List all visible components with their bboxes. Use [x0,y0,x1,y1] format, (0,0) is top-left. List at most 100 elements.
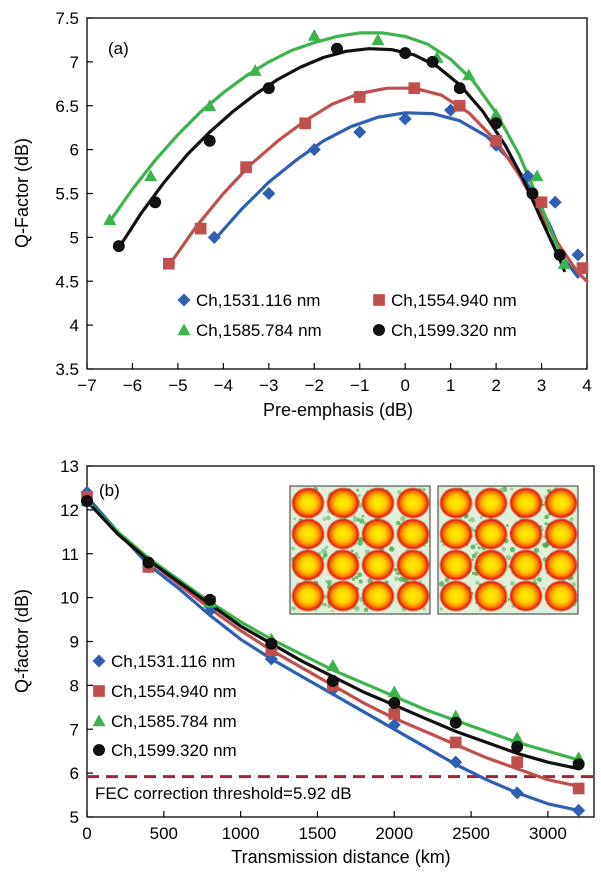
chart-b: FEC correction threshold=5.92 dB 0 500 100… [12,457,594,867]
x-tick-label: −3 [259,376,278,395]
chart-a-legend-item-2: Ch,1554.940 nm [373,291,517,310]
y-tick-label: 4 [70,316,79,335]
series-4-point [327,675,338,686]
series-2-point [490,135,502,147]
series-4-point [204,135,215,146]
x-tick-label: −4 [214,376,233,395]
constellation-point [326,518,360,550]
series-2-point [511,756,523,768]
x-tick-label: 1000 [222,824,260,843]
y-tick-label: 6 [70,764,79,783]
constellation-point [544,549,578,581]
y-tick-label: 3.5 [55,360,79,379]
chart-b-panel-label: (b) [99,481,120,500]
chart-a-y-axis-label: Q-Factor (dB) [12,138,32,248]
constellation-point [544,518,578,550]
series-2-point [388,708,400,720]
chart-a-plot-area [87,18,587,369]
constellation-point [509,487,543,519]
y-tick-label: 6.5 [55,97,79,116]
x-tick-label: 3 [537,376,546,395]
chart-a-legend-label-4: Ch,1599.320 nm [391,321,517,340]
constellation-point [361,518,395,550]
series-4-point [143,557,154,568]
constellation-point [396,580,430,612]
y-tick-label: 4.5 [55,272,79,291]
x-tick-label: 1500 [299,824,337,843]
constellation-point [326,487,360,519]
series-4-point [427,56,438,67]
y-tick-label: 8 [70,676,79,695]
series-4-point [573,759,584,770]
constellation-point [326,580,360,612]
series-4-point [263,83,274,94]
constellation-point [326,549,360,581]
x-tick-label: 2 [491,376,500,395]
constellation-point [474,518,508,550]
series-2-point [536,196,548,208]
constellation-point [509,518,543,550]
series-4-point [113,241,124,252]
series-4-point [389,697,400,708]
chart-b-legend-item-4: Ch,1599.320 nm [93,741,236,760]
y-tick-label: 5 [70,228,79,247]
series-2-point [163,258,175,270]
series-4-point [81,496,92,507]
chart-b-legend-item-2: Ch,1554.940 nm [93,682,237,701]
legend-marker-4 [373,324,384,335]
constellation-point [361,487,395,519]
y-tick-label: 6 [70,141,79,160]
chart-a-panel-label: (a) [108,39,129,58]
constellation-point [361,580,395,612]
y-tick-label: 5.5 [55,185,79,204]
y-tick-label: 9 [70,633,79,652]
x-tick-label: 4 [582,376,591,395]
fec-threshold-label: FEC correction threshold=5.92 dB [95,784,352,803]
y-tick-label: 7 [70,53,79,72]
constellation-point [291,518,325,550]
series-2-point [195,223,207,235]
chart-b-legend-item-3: Ch,1585.784 nm [93,712,237,731]
constellation-point [474,549,508,581]
constellation-point [509,549,543,581]
series-4-point [454,83,465,94]
chart-b-x-axis-label: Transmission distance (km) [231,847,450,867]
chart-b-legend-label-4: Ch,1599.320 nm [111,741,237,760]
chart-a-legend-label-3: Ch,1585.784 nm [196,321,322,340]
x-tick-label: −6 [123,376,142,395]
x-tick-label: 0 [400,376,409,395]
chart-a-legend-label-2: Ch,1554.940 nm [391,291,517,310]
series-4-point [491,118,502,129]
series-2-point [577,262,589,274]
x-tick-label: −7 [77,376,96,395]
series-2-point [354,91,366,103]
x-tick-label: 2000 [375,824,413,843]
constellation-point [396,549,430,581]
x-tick-label: 0 [82,824,91,843]
series-4-point [512,741,523,752]
series-4-point [331,43,342,54]
chart-b-legend-label-3: Ch,1585.784 nm [111,712,237,731]
chart-a-legend-item-1: Ch,1531.116 nm [178,291,321,310]
constellation-point [439,518,473,550]
x-tick-label: 3000 [529,824,567,843]
constellation-point [439,549,473,581]
series-4-point [204,594,215,605]
constellation-point [439,487,473,519]
legend-marker-2 [373,294,385,306]
x-tick-label: 1 [446,376,455,395]
series-2-point [240,161,252,173]
series-2-point [454,100,466,112]
chart-a-legend-label-1: Ch,1531.116 nm [196,291,320,310]
chart-a-x-axis-label: Pre-emphasis (dB) [263,400,413,420]
y-tick-label: 13 [60,457,79,476]
constellation-point [291,580,325,612]
y-tick-label: 7.5 [55,9,79,28]
series-4-point [266,638,277,649]
x-tick-label: −1 [350,376,369,395]
y-tick-label: 7 [70,720,79,739]
x-tick-label: 500 [150,824,178,843]
constellation-point [361,549,395,581]
chart-b-legend-label-1: Ch,1531.116 nm [111,652,235,671]
